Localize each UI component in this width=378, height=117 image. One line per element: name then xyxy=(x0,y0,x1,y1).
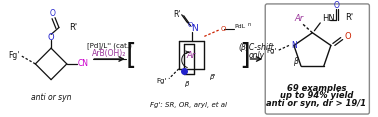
Text: Ar: Ar xyxy=(294,15,303,24)
Text: β: β xyxy=(184,81,189,87)
Text: CN: CN xyxy=(77,59,88,68)
Text: HN: HN xyxy=(322,15,335,24)
Text: (β)C-shift: (β)C-shift xyxy=(239,43,274,52)
Text: O: O xyxy=(48,33,54,42)
Text: ArB(OH)₂: ArB(OH)₂ xyxy=(92,49,127,58)
Text: R': R' xyxy=(345,13,353,22)
Text: R': R' xyxy=(69,23,77,32)
Text: anti or syn, dr > 19/1: anti or syn, dr > 19/1 xyxy=(266,99,366,108)
Text: ]: ] xyxy=(239,42,250,70)
Text: [: [ xyxy=(125,42,136,70)
Text: [Pd]/L'' (cat.): [Pd]/L'' (cat.) xyxy=(87,42,132,49)
Text: N: N xyxy=(291,41,297,50)
Text: O: O xyxy=(345,32,351,41)
Text: O: O xyxy=(221,26,226,33)
Text: Fg': Fg' xyxy=(157,78,167,84)
Text: R': R' xyxy=(173,10,181,19)
Text: O: O xyxy=(50,9,56,18)
Text: Fg': SR, OR, aryl, et al: Fg': SR, OR, aryl, et al xyxy=(150,102,227,108)
Text: up to 94% yield: up to 94% yield xyxy=(280,91,353,100)
Text: O: O xyxy=(334,1,340,10)
Text: Fg': Fg' xyxy=(266,48,276,54)
Text: 69 examples: 69 examples xyxy=(287,84,346,93)
Text: N: N xyxy=(191,24,198,33)
Text: O: O xyxy=(188,22,193,28)
Text: only: only xyxy=(248,51,265,60)
Text: β: β xyxy=(293,57,298,66)
Text: Fg': Fg' xyxy=(8,51,20,60)
Text: anti or syn: anti or syn xyxy=(31,93,71,102)
Text: PdL: PdL xyxy=(235,24,246,29)
Text: Ar: Ar xyxy=(186,51,195,60)
Text: β': β' xyxy=(209,74,215,80)
Text: n: n xyxy=(248,22,251,27)
FancyBboxPatch shape xyxy=(265,4,369,114)
